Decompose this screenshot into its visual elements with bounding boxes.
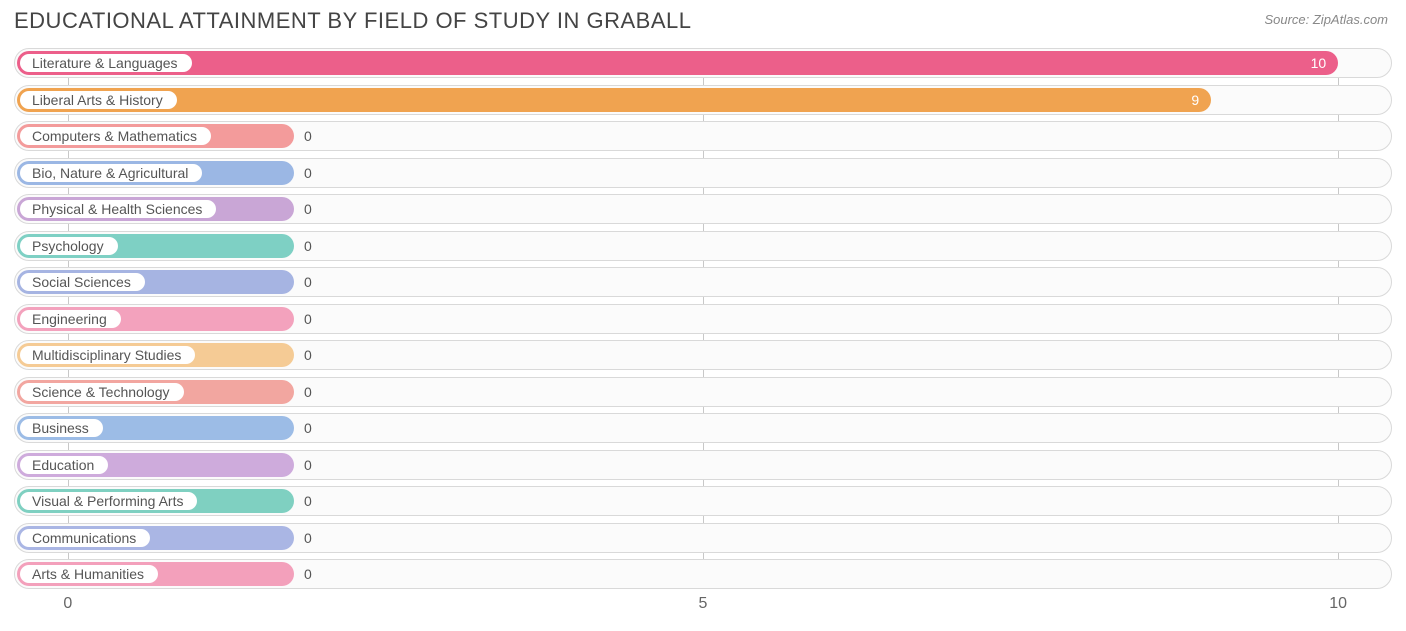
chart-title: EDUCATIONAL ATTAINMENT BY FIELD OF STUDY… xyxy=(14,8,692,34)
bar-value-label: 0 xyxy=(304,486,312,516)
bar-value-label: 9 xyxy=(1191,85,1199,115)
bar-row: Communications 0 xyxy=(14,523,1392,553)
bar-label-pill: Bio, Nature & Agricultural xyxy=(20,164,202,182)
bar-label-pill: Engineering xyxy=(20,310,121,328)
x-tick: 0 xyxy=(63,595,72,613)
bar-row: Social Sciences 0 xyxy=(14,267,1392,297)
bar-label-pill: Psychology xyxy=(20,237,118,255)
bar-value-label: 0 xyxy=(304,304,312,334)
bar-label-pill: Liberal Arts & History xyxy=(20,91,177,109)
bar-row: Science & Technology 0 xyxy=(14,377,1392,407)
bar-value-label: 0 xyxy=(304,267,312,297)
bar-value-label: 10 xyxy=(1311,48,1327,78)
bar-row: Computers & Mathematics 0 xyxy=(14,121,1392,151)
bar-row: Visual & Performing Arts 0 xyxy=(14,486,1392,516)
bar-value-label: 0 xyxy=(304,377,312,407)
bars-container: Literature & Languages 10 Liberal Arts & H… xyxy=(14,48,1392,589)
bar-value-label: 0 xyxy=(304,450,312,480)
bar-fill xyxy=(17,51,1338,75)
bar-value-label: 0 xyxy=(304,158,312,188)
bar-value-label: 0 xyxy=(304,413,312,443)
source-label: Source: ZipAtlas.com xyxy=(1264,8,1388,27)
bar-label-pill: Arts & Humanities xyxy=(20,565,158,583)
bar-value-label: 0 xyxy=(304,194,312,224)
bar-row: Liberal Arts & History 9 xyxy=(14,85,1392,115)
bar-label-pill: Communications xyxy=(20,529,150,547)
bar-value-label: 0 xyxy=(304,121,312,151)
bar-label-pill: Visual & Performing Arts xyxy=(20,492,197,510)
bar-row: Multidisciplinary Studies 0 xyxy=(14,340,1392,370)
bar-label-pill: Multidisciplinary Studies xyxy=(20,346,195,364)
header: EDUCATIONAL ATTAINMENT BY FIELD OF STUDY… xyxy=(0,0,1406,38)
bar-label-pill: Science & Technology xyxy=(20,383,184,401)
x-tick: 10 xyxy=(1329,595,1347,613)
chart-area: Literature & Languages 10 Liberal Arts & H… xyxy=(0,38,1406,589)
bar-row: Psychology 0 xyxy=(14,231,1392,261)
bar-row: Literature & Languages 10 xyxy=(14,48,1392,78)
bar-label-pill: Social Sciences xyxy=(20,273,145,291)
bar-label-pill: Literature & Languages xyxy=(20,54,192,72)
bar-row: Arts & Humanities 0 xyxy=(14,559,1392,589)
bar-row: Physical & Health Sciences 0 xyxy=(14,194,1392,224)
bar-fill xyxy=(17,88,1211,112)
x-tick: 5 xyxy=(699,595,708,613)
bar-label-pill: Physical & Health Sciences xyxy=(20,200,216,218)
bar-value-label: 0 xyxy=(304,231,312,261)
bar-row: Bio, Nature & Agricultural 0 xyxy=(14,158,1392,188)
x-axis: 0 5 10 xyxy=(14,589,1392,629)
bar-row: Business 0 xyxy=(14,413,1392,443)
bar-row: Education 0 xyxy=(14,450,1392,480)
bar-label-pill: Business xyxy=(20,419,103,437)
bar-value-label: 0 xyxy=(304,523,312,553)
bar-label-pill: Computers & Mathematics xyxy=(20,127,211,145)
bar-row: Engineering 0 xyxy=(14,304,1392,334)
bar-value-label: 0 xyxy=(304,340,312,370)
bar-label-pill: Education xyxy=(20,456,108,474)
bar-value-label: 0 xyxy=(304,559,312,589)
